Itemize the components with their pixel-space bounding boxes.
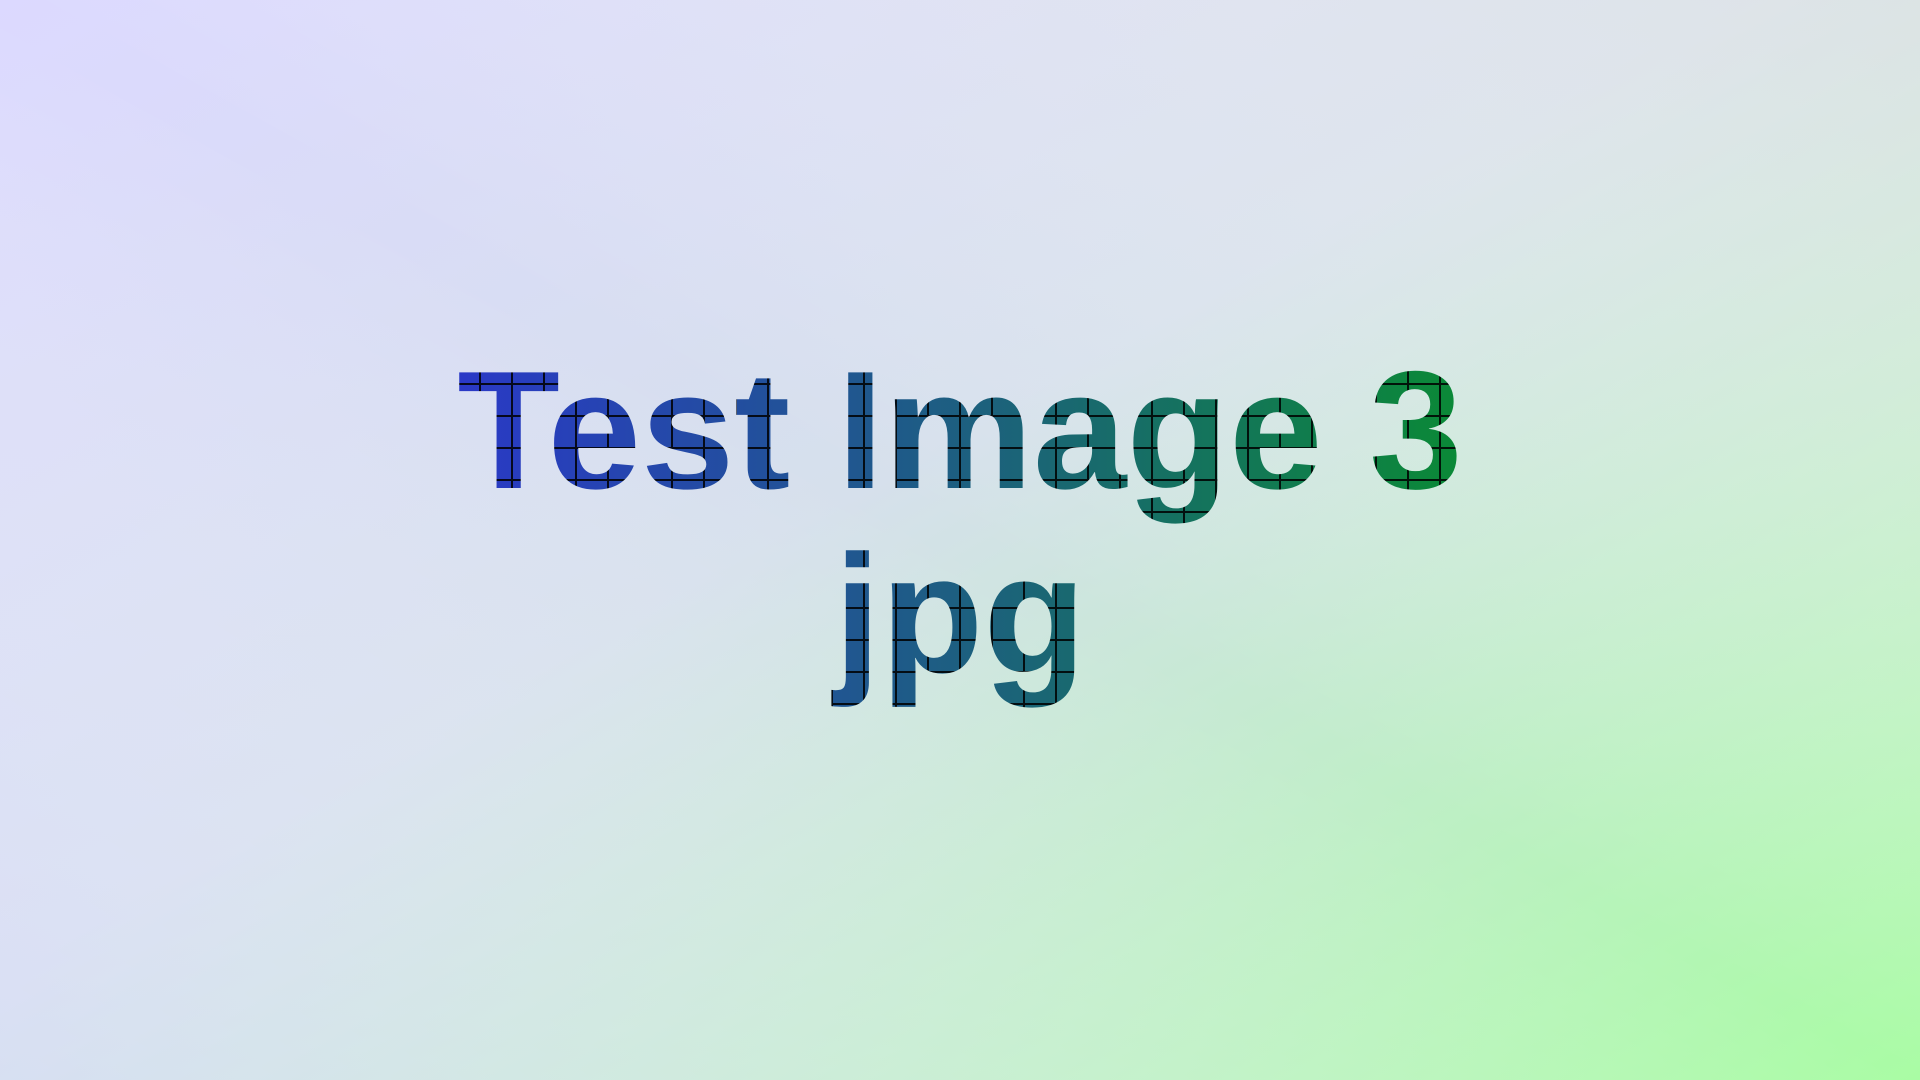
test-image-canvas: Test Image 3 jpg Test Image 3 jpg [0,0,1920,1080]
title-layer: Test Image 3 jpg Test Image 3 jpg [0,0,1920,1080]
